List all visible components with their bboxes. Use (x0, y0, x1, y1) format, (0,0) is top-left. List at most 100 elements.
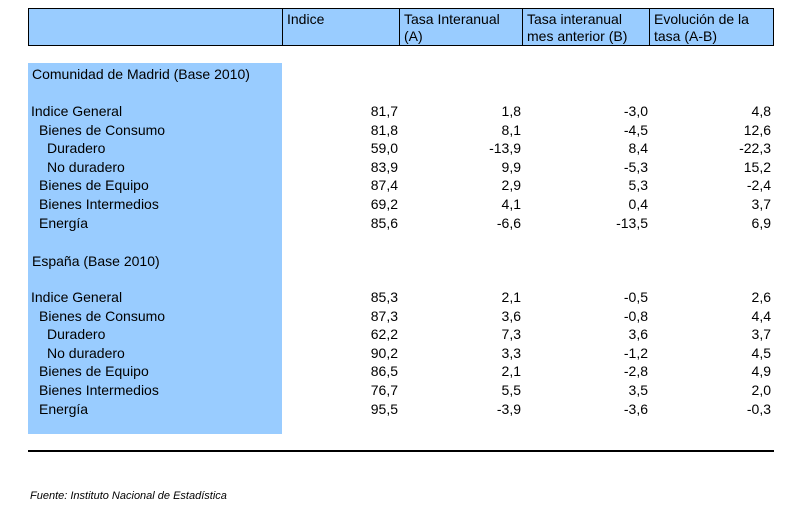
row-value: 86,5 (370, 363, 398, 380)
header-line: Evolución de la (654, 11, 749, 27)
row-value: 8,4 (628, 140, 648, 157)
row-value: 81,8 (370, 121, 398, 138)
row-value: 8,1 (501, 121, 521, 138)
row-value: 59,0 (370, 140, 398, 157)
row-value: 95,5 (370, 400, 398, 417)
table-row: No duradero 83,9 9,9 -5,3 15,2 (0, 158, 810, 177)
header-line: Tasa Interanual (404, 11, 500, 27)
table-row: Bienes de Consumo 87,3 3,6 -0,8 4,4 (0, 307, 810, 326)
row-value: -0,5 (623, 289, 648, 305)
row-value: 4,9 (751, 363, 771, 380)
row-value: -3,9 (496, 400, 521, 417)
row-value: 2,6 (751, 289, 771, 305)
table-row: Duradero 62,2 7,3 3,6 3,7 (0, 325, 810, 344)
header-line: Indice (287, 11, 325, 27)
row-value: 85,3 (370, 289, 398, 305)
row-value: -22,3 (739, 140, 771, 157)
row-label: No duradero (47, 344, 125, 361)
row-value: 3,7 (751, 196, 771, 212)
row-value: -3,6 (623, 400, 648, 417)
row-value: 76,7 (370, 382, 398, 398)
row-value: 3,6 (628, 326, 648, 343)
row-value: 85,6 (370, 214, 398, 231)
row-value: 3,6 (501, 307, 521, 324)
row-value: 4,4 (751, 307, 771, 324)
row-value: 2,9 (501, 177, 521, 194)
header-label: Indice (287, 11, 324, 28)
table-row: No duradero 90,2 3,3 -1,2 4,5 (0, 344, 810, 363)
row-value: 4,1 (501, 196, 521, 212)
section-title: España (Base 2010) (32, 253, 160, 269)
header-label: Tasa interanual mes anterior (B) (527, 11, 627, 45)
header-line: tasa (A-B) (654, 28, 718, 44)
table-row: Indice General 85,3 2,1 -0,5 2,6 (0, 288, 810, 307)
row-value: 90,2 (370, 344, 398, 361)
table-row: Bienes Intermedios 69,2 4,1 0,4 3,7 (0, 195, 810, 214)
row-label: Bienes de Equipo (39, 363, 149, 380)
row-value: 5,5 (501, 382, 521, 398)
header-label: Evolución de la tasa (A-B) (654, 11, 749, 45)
row-value: 0,4 (628, 196, 648, 212)
row-value: 1,8 (501, 103, 521, 119)
row-value: 2,1 (501, 363, 521, 380)
row-value: -6,6 (496, 214, 521, 231)
row-label: Bienes Intermedios (39, 382, 159, 398)
header-cell-evolucion: Evolución de la tasa (A-B) (649, 8, 774, 46)
row-value: -2,4 (746, 177, 771, 194)
row-value: 12,6 (743, 121, 771, 138)
table-row: Bienes de Equipo 86,5 2,1 -2,8 4,9 (0, 362, 810, 381)
row-value: 3,5 (628, 382, 648, 398)
source-note: Fuente: Instituto Nacional de Estadístic… (30, 490, 227, 502)
table-row: Bienes de Equipo 87,4 2,9 5,3 -2,4 (0, 176, 810, 195)
row-value: -4,5 (623, 121, 648, 138)
row-value: 3,3 (501, 344, 521, 361)
label-column-shading (28, 63, 282, 434)
header-cell-tasa-mes-anterior: Tasa interanual mes anterior (B) (522, 8, 649, 46)
row-value: 5,3 (628, 177, 648, 194)
row-value: 4,8 (751, 103, 771, 119)
row-label: Duradero (47, 326, 106, 343)
header-cell-tasa-interanual: Tasa Interanual (A) (399, 8, 522, 46)
row-label: Bienes de Equipo (39, 177, 149, 194)
row-value: 9,9 (501, 158, 521, 175)
row-value: 81,7 (370, 103, 398, 119)
row-value: -1,2 (623, 344, 648, 361)
table-bottom-rule (28, 450, 774, 452)
section-title: Comunidad de Madrid (Base 2010) (32, 66, 250, 82)
row-label: Duradero (47, 140, 106, 157)
row-value: 87,3 (370, 307, 398, 324)
table-row: Bienes Intermedios 76,7 5,5 3,5 2,0 (0, 381, 810, 400)
row-value: 83,9 (370, 158, 398, 175)
row-value: 2,1 (501, 289, 521, 305)
table-row: Energía 85,6 -6,6 -13,5 6,9 (0, 214, 810, 233)
row-label: Bienes Intermedios (39, 196, 159, 212)
row-value: -13,5 (616, 214, 648, 231)
header-line: Tasa interanual (527, 11, 622, 27)
header-line: (A) (404, 28, 423, 44)
row-value: 4,5 (751, 344, 771, 361)
header-blank-cell (28, 8, 282, 46)
row-label: Energía (39, 400, 89, 417)
row-value: 87,4 (370, 177, 398, 194)
row-label: Bienes de Consumo (39, 121, 166, 138)
row-value: 7,3 (501, 326, 521, 343)
row-value: 6,9 (751, 214, 771, 231)
row-label: Indice General (31, 103, 123, 119)
row-value: -13,9 (489, 140, 521, 157)
row-label: Indice General (31, 289, 123, 305)
row-value: 2,0 (751, 382, 771, 398)
row-label: Energía (39, 214, 89, 231)
row-value: -5,3 (623, 158, 648, 175)
header-cell-indice: Indice (282, 8, 399, 46)
table-row: Indice General 81,7 1,8 -3,0 4,8 (0, 102, 810, 121)
table-row: Duradero 59,0 -13,9 8,4 -22,3 (0, 139, 810, 158)
header-line: mes anterior (B) (527, 28, 628, 44)
header-label: Tasa Interanual (A) (404, 11, 500, 45)
row-label: Bienes de Consumo (39, 307, 166, 324)
row-label: No duradero (47, 158, 125, 175)
row-value: -3,0 (623, 103, 648, 119)
row-value: -2,8 (623, 363, 648, 380)
table-row: Bienes de Consumo 81,8 8,1 -4,5 12,6 (0, 121, 810, 140)
row-value: 69,2 (370, 196, 398, 212)
